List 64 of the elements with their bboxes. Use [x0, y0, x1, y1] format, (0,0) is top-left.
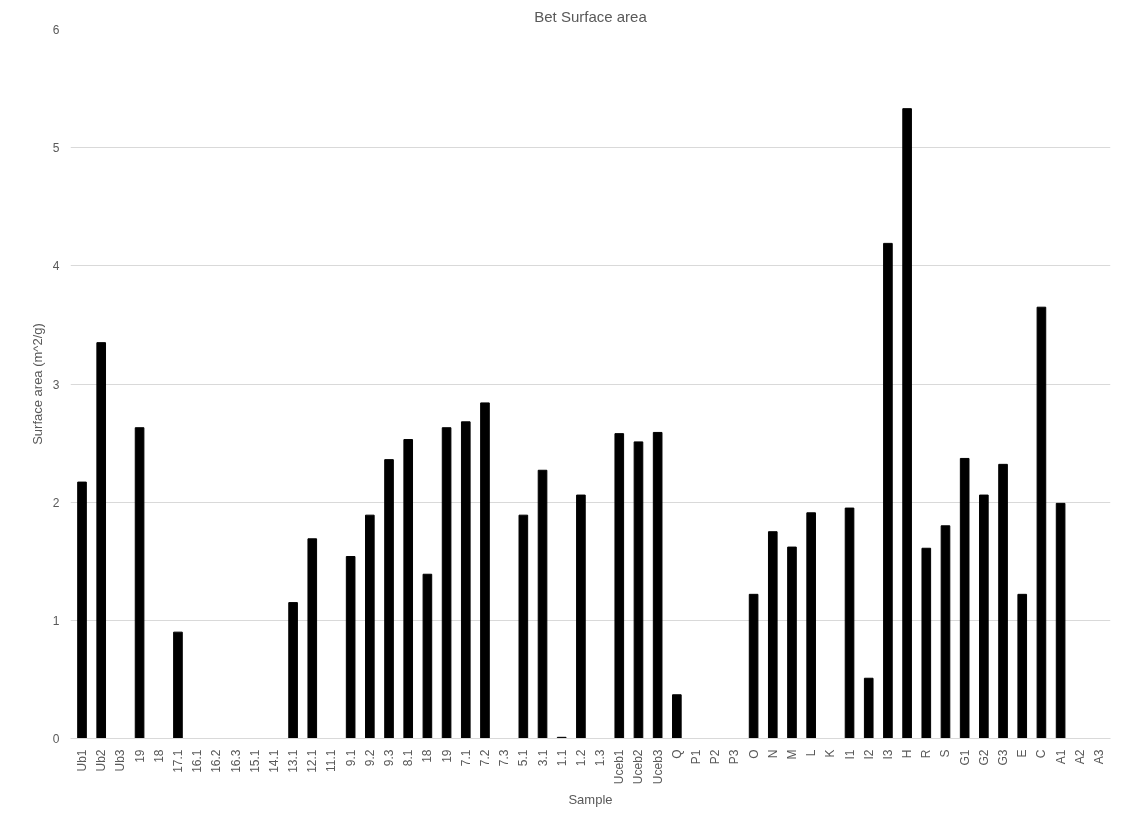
x-tick-label: P3 [727, 749, 742, 765]
x-tick-label: S [938, 749, 953, 758]
y-tick-label: 5 [52, 141, 60, 156]
x-tick-label: 18 [151, 749, 166, 763]
x-tick-label: 9.3 [382, 749, 397, 767]
y-tick-label: 6 [52, 23, 60, 37]
x-tick-label: N [765, 749, 780, 759]
x-tick-label: 9.1 [343, 749, 358, 767]
x-tick-label: Ub1 [75, 749, 90, 772]
x-tick-label: I2 [861, 749, 876, 760]
x-tick-label: G1 [957, 749, 972, 766]
x-tick-label: 12.1 [305, 749, 320, 773]
x-tick-label: Ub2 [94, 749, 109, 772]
x-tick-label: G3 [996, 749, 1011, 766]
x-tick-label: M [784, 749, 799, 760]
x-tick-label: I1 [842, 749, 857, 760]
x-tick-label: 1.1 [554, 749, 569, 767]
x-tick-label: Q [669, 749, 684, 759]
x-tick-label: 14.1 [266, 749, 281, 773]
y-tick-label: 2 [52, 495, 60, 510]
x-tick-label: 1.3 [593, 749, 608, 767]
y-tick-label: 0 [52, 732, 60, 746]
x-tick-label: 7.1 [458, 749, 473, 767]
x-tick-label: 5.1 [516, 749, 531, 767]
x-tick-label: C [1034, 749, 1049, 759]
x-tick-label: H [900, 749, 915, 759]
x-tick-label: 16.2 [209, 749, 224, 773]
x-tick-label: 8.1 [401, 749, 416, 767]
x-tick-label: 13.1 [286, 749, 301, 773]
y-tick-label: 1 [52, 613, 60, 628]
x-tick-label: 11.1 [324, 749, 339, 772]
y-tick-label: 4 [52, 259, 60, 274]
y-tick-label: 3 [52, 377, 60, 392]
x-tick-label: 18 [420, 749, 435, 763]
x-tick-label: 3.1 [535, 749, 550, 767]
x-tick-label: 19 [439, 749, 454, 763]
x-tick-label: 9.2 [362, 749, 377, 767]
x-tick-label: O [746, 749, 761, 759]
x-tick-label: A1 [1053, 749, 1068, 765]
x-tick-label: 16.3 [228, 749, 243, 773]
x-tick-label: 7.2 [477, 749, 492, 767]
x-tick-label: Uceb1 [612, 749, 627, 785]
x-tick-label: 15.1 [247, 749, 262, 773]
x-tick-label: Uceb2 [631, 749, 646, 785]
y-axis-title: Surface area (m^2/g) [29, 323, 45, 445]
x-tick-label: 7.3 [497, 749, 512, 767]
chart-title: Bet Surface area [534, 7, 648, 25]
x-tick-label: 1.2 [573, 749, 588, 767]
x-axis-title: Sample [568, 792, 613, 808]
x-tick-label: Ub3 [113, 749, 128, 772]
x-tick-label: G2 [976, 749, 991, 766]
x-tick-label: P2 [708, 749, 723, 765]
x-tick-label: E [1015, 749, 1030, 758]
x-tick-label: A2 [1072, 749, 1087, 765]
x-tick-label: P1 [689, 749, 704, 765]
x-tick-label: R [919, 749, 934, 759]
x-tick-label: K [823, 749, 838, 758]
x-tick-label: 19 [132, 749, 147, 763]
x-tick-label: I3 [880, 749, 895, 760]
x-tick-label: Uceb3 [650, 749, 665, 785]
x-tick-label: 16.1 [190, 749, 205, 773]
x-tick-label: L [804, 749, 819, 757]
x-tick-label: A3 [1091, 749, 1106, 765]
x-tick-label: 17.1 [170, 749, 185, 773]
